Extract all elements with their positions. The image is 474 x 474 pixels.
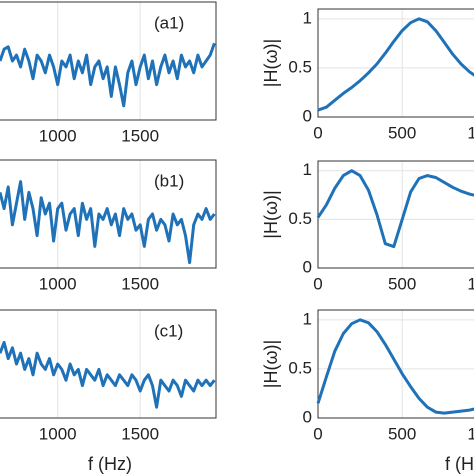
panel-label: (c1) xyxy=(154,321,183,340)
data-line xyxy=(0,340,216,409)
y-tick-label: 1 xyxy=(303,8,312,27)
data-line xyxy=(316,169,474,249)
x-tick-label: 1000 xyxy=(467,274,474,293)
data-line xyxy=(317,17,474,112)
plot-frame xyxy=(0,309,217,419)
x-tick-label: 1500 xyxy=(121,424,159,443)
y-axis-label: |H(ω)| xyxy=(261,190,281,238)
x-axis-label: f (Hz) xyxy=(88,454,132,474)
x-tick-label: 1000 xyxy=(467,123,474,142)
x-tick-label: 0 xyxy=(313,274,322,293)
y-tick-label: 0 xyxy=(303,257,312,276)
data-line xyxy=(0,42,216,108)
x-tick-label: 500 xyxy=(388,274,416,293)
x-tick-label: 500 xyxy=(388,123,416,142)
y-axis-label: |H(ω)| xyxy=(261,39,281,87)
x-tick-label: 1000 xyxy=(39,126,77,145)
panel-label: (a1) xyxy=(154,13,184,32)
y-tick-label: 1 xyxy=(303,309,312,328)
data-line xyxy=(316,318,474,415)
plot-frame xyxy=(317,8,474,118)
y-tick-label: 0.5 xyxy=(288,358,312,377)
x-tick-label: 1000 xyxy=(467,424,474,443)
x-tick-label: 1000 xyxy=(39,424,77,443)
y-tick-label: 0 xyxy=(303,407,312,426)
plot-frame xyxy=(0,1,217,121)
y-tick-label: 1 xyxy=(303,160,312,179)
plot-frame xyxy=(317,160,474,269)
x-tick-label: 1000 xyxy=(39,274,77,293)
plot-frame xyxy=(0,159,217,269)
x-tick-label: 0 xyxy=(313,424,322,443)
x-tick-label: 1500 xyxy=(121,126,159,145)
panel-label: (b1) xyxy=(154,171,184,190)
data-line xyxy=(0,180,216,265)
plot-frame xyxy=(317,309,474,419)
y-tick-label: 0.5 xyxy=(288,209,312,228)
y-axis-label: |H(ω)| xyxy=(261,340,281,388)
x-tick-label: 1500 xyxy=(121,274,159,293)
x-tick-label: 500 xyxy=(388,424,416,443)
y-tick-label: 0 xyxy=(303,106,312,125)
y-tick-label: 0.5 xyxy=(288,57,312,76)
x-tick-label: 0 xyxy=(313,123,322,142)
x-axis-label: f (Hz) xyxy=(445,454,474,474)
